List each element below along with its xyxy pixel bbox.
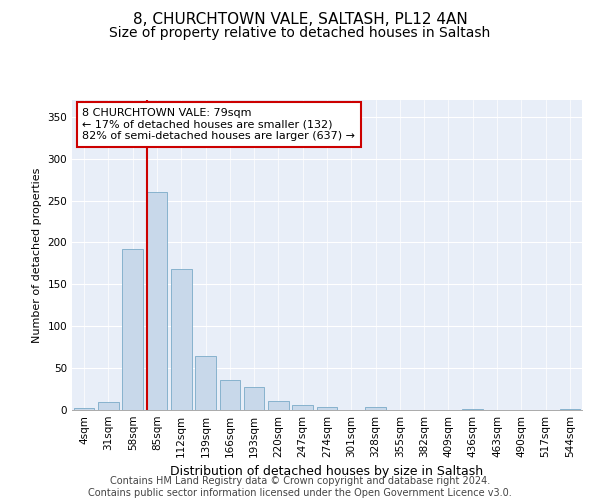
X-axis label: Distribution of detached houses by size in Saltash: Distribution of detached houses by size … xyxy=(170,466,484,478)
Bar xyxy=(365,408,386,410)
Text: Size of property relative to detached houses in Saltash: Size of property relative to detached ho… xyxy=(109,26,491,40)
Bar xyxy=(146,192,167,410)
Text: 8, CHURCHTOWN VALE, SALTASH, PL12 4AN: 8, CHURCHTOWN VALE, SALTASH, PL12 4AN xyxy=(133,12,467,28)
Bar xyxy=(122,249,143,410)
Bar xyxy=(171,269,191,410)
Text: 8 CHURCHTOWN VALE: 79sqm
← 17% of detached houses are smaller (132)
82% of semi-: 8 CHURCHTOWN VALE: 79sqm ← 17% of detach… xyxy=(82,108,355,141)
Bar xyxy=(463,409,483,410)
Bar xyxy=(220,380,240,410)
Y-axis label: Number of detached properties: Number of detached properties xyxy=(32,168,42,342)
Bar xyxy=(74,408,94,410)
Bar xyxy=(317,406,337,410)
Bar xyxy=(195,356,216,410)
Bar xyxy=(244,386,265,410)
Bar xyxy=(292,405,313,410)
Bar xyxy=(560,409,580,410)
Bar xyxy=(98,402,119,410)
Bar xyxy=(268,401,289,410)
Text: Contains HM Land Registry data © Crown copyright and database right 2024.
Contai: Contains HM Land Registry data © Crown c… xyxy=(88,476,512,498)
